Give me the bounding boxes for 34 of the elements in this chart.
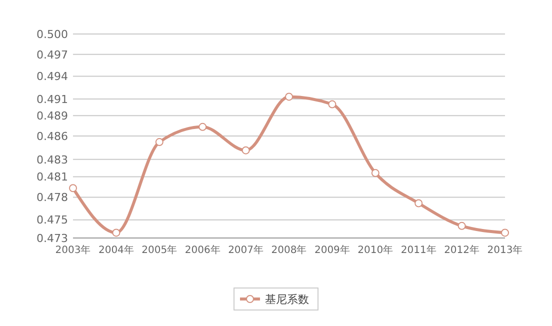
x-tick-label: 2013年 (487, 244, 523, 256)
legend-label: 基尼系数 (265, 292, 309, 306)
y-tick-label: 0.473 (36, 232, 68, 245)
x-tick-label: 2005年 (142, 244, 178, 256)
x-tick-label: 2004年 (98, 244, 134, 256)
y-tick-label: 0.475 (36, 214, 68, 227)
y-tick-label: 0.494 (36, 70, 68, 84)
x-tick-label: 2009年 (314, 244, 350, 256)
y-tick-label: 0.497 (36, 48, 68, 62)
x-tick-label: 2007年 (228, 244, 264, 256)
x-tick-label: 2008年 (271, 244, 307, 256)
point (501, 228, 509, 237)
y-tick-label: 0.483 (36, 153, 68, 166)
y-tick-label: 0.489 (36, 109, 68, 122)
x-tick-label: 2006年 (184, 244, 220, 256)
y-tick-label: 0.500 (36, 28, 68, 41)
y-tick-label: 0.491 (36, 92, 68, 106)
point (285, 92, 293, 101)
y-tick-label: 0.481 (36, 170, 68, 184)
point (242, 146, 250, 154)
point (112, 228, 120, 237)
point (198, 122, 207, 131)
x-tick-label: 2011年 (400, 244, 436, 256)
x-tick-label: 2012年 (444, 244, 480, 256)
point (328, 100, 336, 108)
point (458, 222, 466, 230)
point (155, 138, 164, 146)
point (371, 169, 380, 178)
point (69, 184, 77, 192)
x-tick-label: 2003年 (55, 244, 91, 256)
x-tick-label: 2010年 (358, 244, 394, 256)
y-tick-label: 0.478 (36, 191, 68, 204)
point (414, 199, 423, 208)
y-tick-label: 0.486 (36, 130, 68, 143)
